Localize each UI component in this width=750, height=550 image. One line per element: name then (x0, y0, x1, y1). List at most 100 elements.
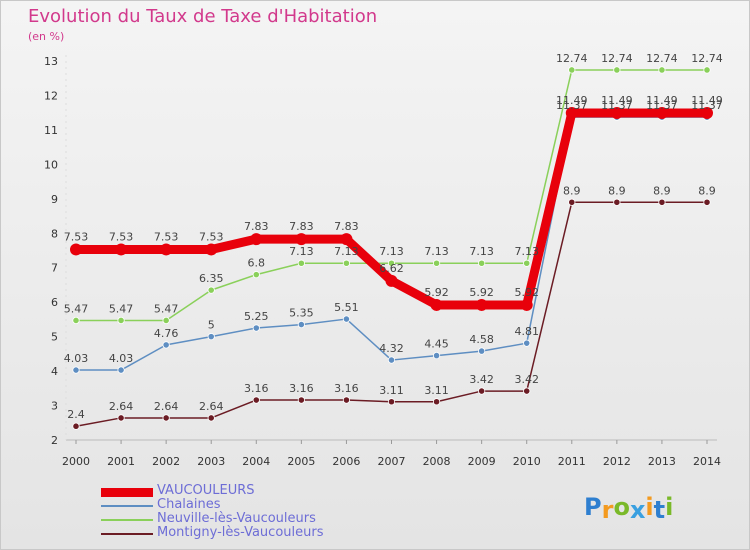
data-label: 4.76 (154, 327, 179, 340)
data-label: 6.62 (379, 262, 404, 275)
data-point (655, 107, 668, 120)
logo-letter: P (584, 493, 602, 521)
data-point (115, 243, 128, 256)
x-tick-label: 2005 (287, 455, 315, 468)
x-tick-label: 2007 (378, 455, 406, 468)
data-label: 3.11 (424, 384, 449, 397)
data-point (342, 396, 351, 404)
data-label: 5.51 (334, 301, 359, 314)
data-point (72, 422, 80, 430)
data-label: 11.37 (601, 99, 633, 112)
data-point (613, 66, 621, 74)
data-label: 5.25 (244, 310, 269, 323)
data-point (613, 198, 621, 206)
legend-swatch (101, 519, 153, 521)
data-label: 2.64 (199, 400, 224, 413)
legend-label: Montigny-lès-Vaucouleurs (157, 525, 324, 540)
series-layer (70, 66, 713, 430)
data-point (250, 233, 263, 246)
data-label: 2.64 (154, 400, 179, 413)
data-label: 4.58 (469, 333, 494, 346)
data-point (658, 66, 666, 74)
data-label: 11.49 (601, 94, 633, 107)
logo-letter: o (613, 493, 630, 521)
data-point (523, 339, 531, 347)
data-label: 11.37 (556, 99, 588, 112)
y-tick-label: 4 (51, 365, 58, 378)
data-point (162, 341, 170, 349)
logo-letter: t (653, 496, 666, 524)
logo-letter: i (645, 493, 654, 521)
data-point (478, 387, 486, 395)
y-tick-label: 8 (51, 227, 58, 240)
legend-label: VAUCOULEURS (157, 483, 255, 498)
data-label: 3.42 (469, 373, 494, 386)
data-label: 8.9 (653, 184, 671, 197)
data-label: 7.53 (64, 230, 89, 243)
data-label: 11.37 (691, 99, 723, 112)
data-label: 7.13 (289, 245, 314, 258)
data-point (295, 233, 308, 246)
data-point (297, 320, 305, 329)
data-label: 3.16 (244, 382, 269, 395)
data-point (432, 259, 441, 267)
data-label: 5.47 (109, 302, 134, 315)
data-label: 2.4 (67, 408, 85, 421)
data-point (70, 243, 82, 256)
data-label: 5.47 (154, 302, 179, 315)
y-tick-label: 11 (44, 124, 58, 137)
x-tick-label: 2011 (558, 455, 586, 468)
data-point (297, 396, 305, 404)
data-label: 11.37 (646, 99, 678, 112)
data-label: 5.92 (424, 286, 449, 299)
data-label: 4.03 (64, 352, 89, 365)
y-tick-label: 12 (44, 89, 58, 102)
data-label: 3.42 (514, 373, 539, 386)
data-point (342, 259, 351, 267)
data-point (658, 198, 666, 206)
y-tick-label: 5 (51, 331, 58, 344)
data-point (703, 66, 711, 74)
y-tick-label: 13 (44, 55, 58, 68)
data-label: 2.64 (109, 400, 134, 413)
data-point (568, 198, 576, 206)
data-point (162, 316, 170, 325)
data-point (610, 107, 623, 120)
data-label: 7.13 (334, 245, 359, 258)
data-label: 7.53 (199, 230, 224, 243)
x-tick-label: 2014 (693, 455, 721, 468)
data-label: 3.16 (334, 382, 359, 395)
logo-letter: r (601, 496, 614, 524)
data-label: 8.9 (563, 184, 581, 197)
data-label: 5.92 (514, 286, 539, 299)
data-label: 8.9 (608, 184, 626, 197)
data-point (387, 398, 396, 406)
data-point (297, 259, 305, 267)
legend-swatch (101, 487, 153, 497)
x-tick-label: 2000 (62, 455, 90, 468)
data-point (340, 233, 353, 246)
data-label: 12.74 (691, 52, 723, 65)
data-label: 12.74 (601, 52, 633, 65)
x-tick-label: 2013 (648, 455, 676, 468)
y-tick-label: 9 (51, 193, 58, 206)
data-label: 6.35 (199, 272, 224, 285)
x-tick-label: 2006 (332, 455, 360, 468)
data-point (523, 387, 531, 395)
proxiti-logo: Proxiti (584, 493, 673, 524)
data-point (207, 414, 215, 422)
data-label: 12.74 (646, 52, 678, 65)
unit-label: (en %) (28, 30, 65, 43)
data-label: 5 (208, 319, 215, 332)
y-tick-label: 3 (51, 400, 58, 413)
legend-label: Neuville-lès-Vaucouleurs (157, 511, 316, 526)
data-point (385, 274, 398, 287)
legend-swatch (101, 505, 153, 507)
data-label: 7.53 (154, 230, 179, 243)
data-point (117, 316, 125, 325)
data-point (432, 398, 441, 406)
x-tick-label: 2004 (242, 455, 270, 468)
data-label: 7.13 (469, 245, 494, 258)
